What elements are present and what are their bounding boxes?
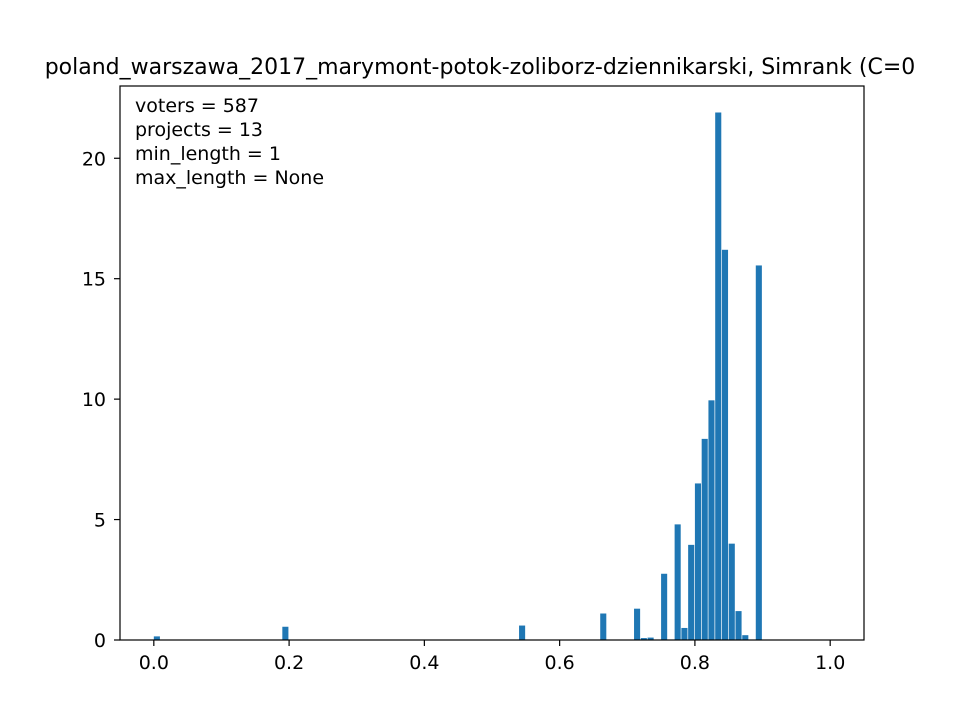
histogram-bar	[735, 611, 742, 640]
histogram-bar	[742, 635, 749, 640]
histogram-bar	[674, 524, 681, 640]
annotation-voters: voters = 587	[135, 95, 259, 117]
bars-group	[153, 112, 762, 640]
histogram-bar	[701, 438, 708, 640]
x-tick-label: 0.0	[139, 652, 169, 674]
histogram-bar	[647, 637, 654, 640]
histogram-bar	[519, 625, 526, 640]
histogram-bar	[688, 544, 695, 640]
x-axis: 0.0 0.2 0.4 0.6 0.8 1.0	[139, 640, 845, 674]
x-tick-label: 0.4	[409, 652, 439, 674]
chart-title: poland_warszawa_2017_marymont-potok-zoli…	[45, 55, 916, 80]
histogram-bar	[728, 543, 735, 640]
annotation-projects: projects = 13	[135, 119, 263, 141]
histogram-bar	[153, 636, 160, 640]
histogram-bar	[600, 613, 607, 640]
y-axis: 0 5 10 15 20	[82, 148, 120, 652]
histogram-bar	[694, 483, 701, 640]
stats-annotation: voters = 587 projects = 13 min_length = …	[135, 95, 324, 189]
histogram-bar	[721, 249, 729, 640]
y-tick-label: 20	[82, 148, 106, 170]
histogram-bar	[634, 608, 641, 640]
histogram-bar	[661, 573, 668, 640]
y-tick-label: 15	[82, 269, 106, 291]
y-tick-label: 10	[82, 389, 106, 411]
histogram-bar	[715, 112, 722, 640]
x-tick-label: 0.8	[680, 652, 710, 674]
x-tick-label: 0.2	[274, 652, 304, 674]
histogram-bar	[755, 265, 762, 640]
annotation-max-length: max_length = None	[135, 167, 324, 189]
annotation-min-length: min_length = 1	[135, 143, 281, 165]
axes-frame	[119, 85, 865, 641]
histogram-bar	[708, 400, 715, 640]
y-tick-label: 5	[94, 510, 106, 532]
x-tick-label: 0.6	[545, 652, 575, 674]
x-tick-label: 1.0	[815, 652, 845, 674]
histogram-bar	[681, 627, 688, 640]
histogram-bar	[282, 626, 289, 640]
histogram-bar	[640, 638, 647, 640]
y-tick-label: 0	[94, 630, 106, 652]
